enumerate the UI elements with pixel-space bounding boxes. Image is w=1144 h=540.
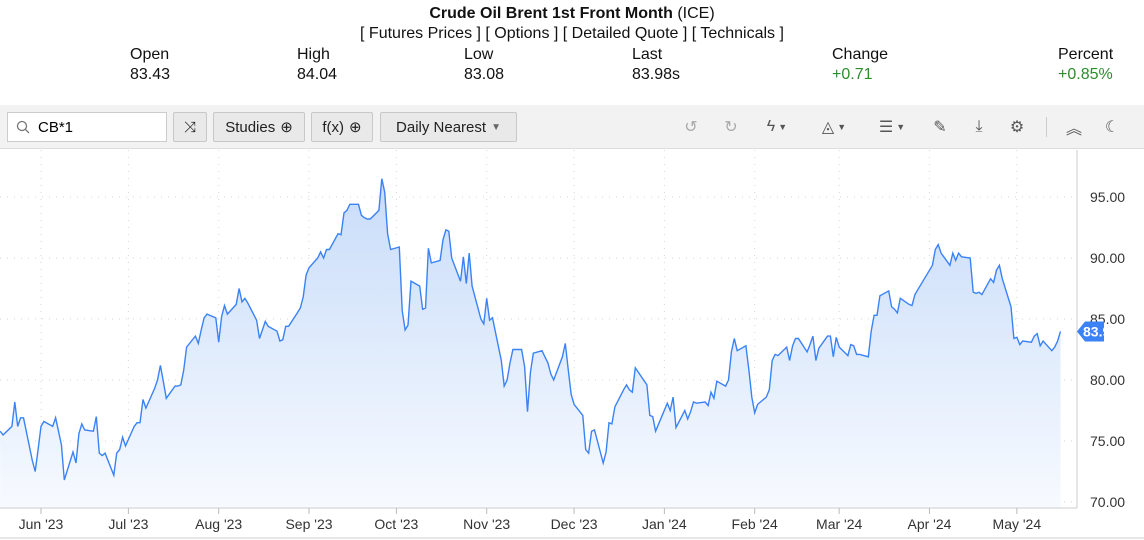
symbol-search[interactable]	[7, 112, 167, 142]
quote-title: Crude Oil Brent 1st Front Month (ICE)	[0, 5, 1144, 23]
stat-label: Low	[464, 46, 494, 63]
x-tick-label: Oct '23	[374, 516, 418, 532]
last-price-label: 83.98	[1083, 323, 1118, 339]
stat-last: Last 83.98s	[632, 45, 680, 85]
compare-button[interactable]: ⤨	[173, 112, 207, 142]
last-price-badge-shape	[1077, 321, 1104, 342]
toolbar-divider	[1046, 117, 1047, 137]
x-tick-label: May '24	[993, 516, 1042, 532]
stat-value: 83.98s	[632, 66, 681, 83]
collapse-icon[interactable]: ︽	[1065, 121, 1082, 138]
stat-value: 83.43	[130, 66, 171, 83]
x-tick-label: Jan '24	[642, 516, 687, 532]
pencil-icon[interactable]: ✎	[933, 119, 947, 136]
stat-value: +0.85%	[1058, 66, 1113, 83]
plus-circle-icon: ⊕	[280, 119, 293, 136]
caret-down-icon: ▼	[491, 121, 501, 133]
stat-open: Open 83.43	[130, 45, 170, 85]
layout-icon[interactable]: ☰ ▼	[878, 119, 906, 136]
studies-label: Studies	[225, 118, 276, 136]
quote-links: [ Futures Prices ] [ Options ] [ Detaile…	[0, 25, 1144, 43]
link-options[interactable]: [ Options ]	[485, 25, 559, 42]
x-tick-label: Apr '24	[908, 516, 952, 532]
shuffle-icon: ⤨	[183, 118, 196, 136]
x-tick-label: Sep '23	[285, 516, 332, 532]
interval-dropdown[interactable]: Daily Nearest ▼	[380, 112, 517, 142]
x-tick-label: Nov '23	[463, 516, 510, 532]
link-futures-prices[interactable]: [ Futures Prices ]	[360, 25, 481, 42]
symbol-input[interactable]	[38, 118, 158, 136]
stat-label: Change	[832, 46, 889, 63]
stat-value: +0.71	[832, 66, 873, 83]
gear-icon[interactable]: ⚙	[1009, 119, 1025, 136]
link-technicals[interactable]: [ Technicals ]	[691, 25, 784, 42]
plus-circle-icon: ⊕	[349, 119, 362, 136]
fx-label: f(x)	[322, 118, 345, 136]
y-tick-label: 90.00	[1090, 250, 1125, 266]
stat-label: High	[297, 46, 330, 63]
x-tick-label: Aug '23	[195, 516, 242, 532]
link-detailed-quote[interactable]: [ Detailed Quote ]	[562, 25, 688, 42]
dark-mode-icon[interactable]: ☾	[1104, 119, 1120, 136]
x-tick-label: Jun '23	[19, 516, 64, 532]
lightning-icon[interactable]: ϟ ▼	[766, 118, 788, 135]
stat-value: 83.08	[464, 66, 505, 83]
stat-percent: Percent +0.85%	[1058, 45, 1113, 85]
price-area	[0, 178, 1061, 508]
y-tick-label: 95.00	[1090, 189, 1125, 205]
stat-label: Percent	[1058, 46, 1114, 63]
stat-label: Open	[130, 46, 170, 63]
stat-high: High 84.04	[297, 45, 337, 85]
price-line	[0, 178, 1062, 481]
x-tick-label: Jul '23	[108, 516, 148, 532]
chart-type-icon[interactable]: ◬ ▼	[821, 119, 847, 136]
x-tick-label: Dec '23	[551, 516, 598, 532]
y-tick-label: 75.00	[1090, 433, 1125, 449]
fx-button[interactable]: f(x) ⊕	[311, 112, 373, 142]
x-tick-label: Mar '24	[816, 516, 862, 532]
stat-label: Last	[632, 46, 663, 63]
stat-change: Change +0.71	[832, 45, 888, 85]
x-tick-label: Feb '24	[732, 516, 778, 532]
instrument-name: Crude Oil Brent 1st Front Month	[429, 5, 673, 22]
chart-toolbar: ⤨ Studies⊕ f(x)⊕ Daily Nearest▼ ↺ ↻ ϟ▼ ◬…	[0, 105, 1144, 149]
stat-value: 84.04	[297, 66, 338, 83]
y-tick-label: 80.00	[1090, 372, 1125, 388]
interval-label: Daily Nearest	[396, 118, 487, 136]
undo-icon[interactable]: ↺	[684, 119, 698, 136]
stat-low: Low 83.08	[464, 45, 504, 85]
y-tick-label: 70.00	[1090, 494, 1125, 510]
redo-icon[interactable]: ↻	[724, 119, 738, 136]
search-icon	[16, 120, 30, 134]
studies-button[interactable]: Studies ⊕	[213, 112, 305, 142]
exchange: (ICE)	[677, 5, 715, 22]
last-price-badge: 83.98	[1077, 321, 1118, 342]
download-icon[interactable]: ⤓	[975, 118, 983, 135]
